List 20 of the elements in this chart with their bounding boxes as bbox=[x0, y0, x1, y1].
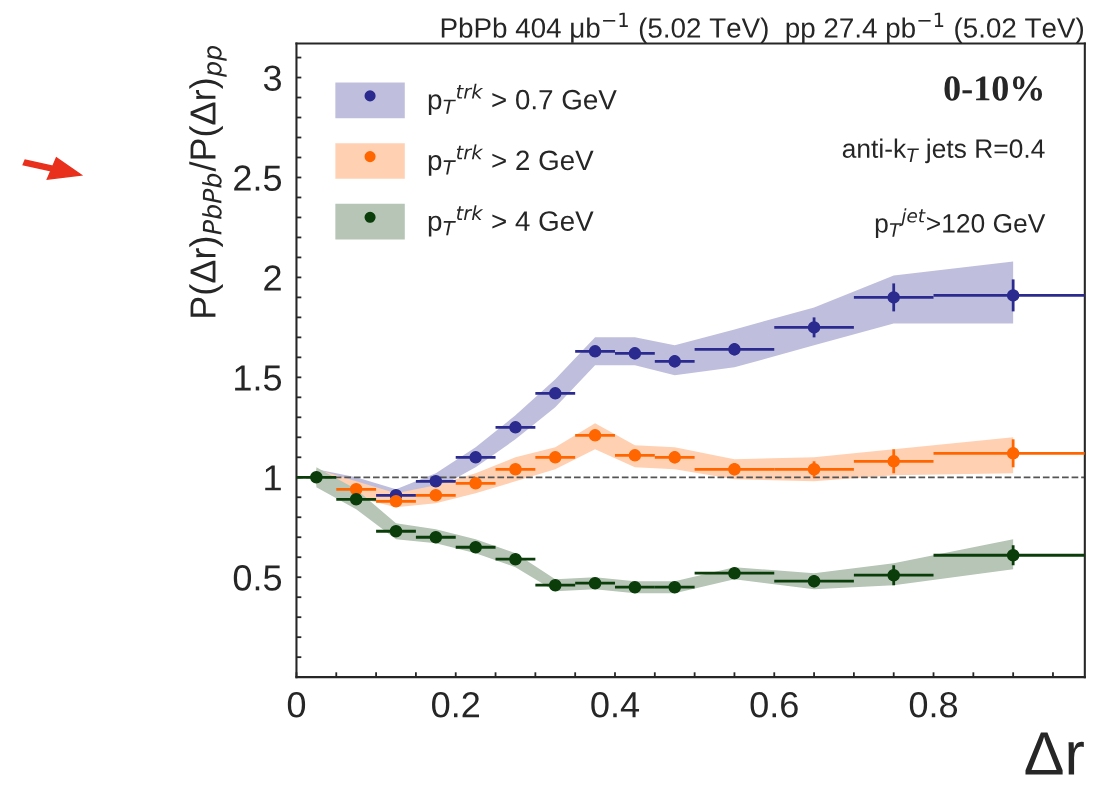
y-tick-label: 2.5 bbox=[234, 165, 282, 191]
y-axis-title: P(Δr)$_{PbPb}$/P(Δr)$_{pp}$ bbox=[189, 46, 227, 317]
y-tick-label: 1.5 bbox=[235, 365, 282, 391]
x-axis-title: Δr bbox=[1025, 732, 1084, 775]
x-tick-label: 0.6 bbox=[750, 692, 798, 718]
annotation: anti-k$_{T}$ jets R=0.4 bbox=[842, 138, 1045, 164]
annotation: p$_{T}$$^{jet}$>120 GeV bbox=[875, 208, 1046, 238]
x-tick-label: 0.2 bbox=[432, 692, 480, 718]
y-tick-label: 0.5 bbox=[233, 565, 282, 591]
x-tick-label: 0.4 bbox=[591, 692, 640, 718]
legend-label: p$_{T}$$^{trk}$ > 2 GeV bbox=[428, 144, 594, 176]
y-tick-label: 1 bbox=[265, 465, 281, 491]
legend-label: p$_{T}$$^{trk}$ > 4 GeV bbox=[428, 205, 594, 237]
annotation: 0-10% bbox=[944, 76, 1043, 101]
x-tick-label: 0 bbox=[287, 692, 306, 718]
y-tick-label: 2 bbox=[264, 265, 281, 291]
y-tick-label: 3 bbox=[263, 65, 281, 91]
chart-title: PbPb 404 μb$^{−1}$ (5.02 TeV) pp 27.4 pb$^{−1}$ (5.02 TeV) bbox=[441, 12, 1083, 44]
legend-label: p$_{T}$$^{trk}$ > 0.7 GeV bbox=[428, 83, 617, 116]
x-tick-label: 0.8 bbox=[909, 692, 958, 718]
